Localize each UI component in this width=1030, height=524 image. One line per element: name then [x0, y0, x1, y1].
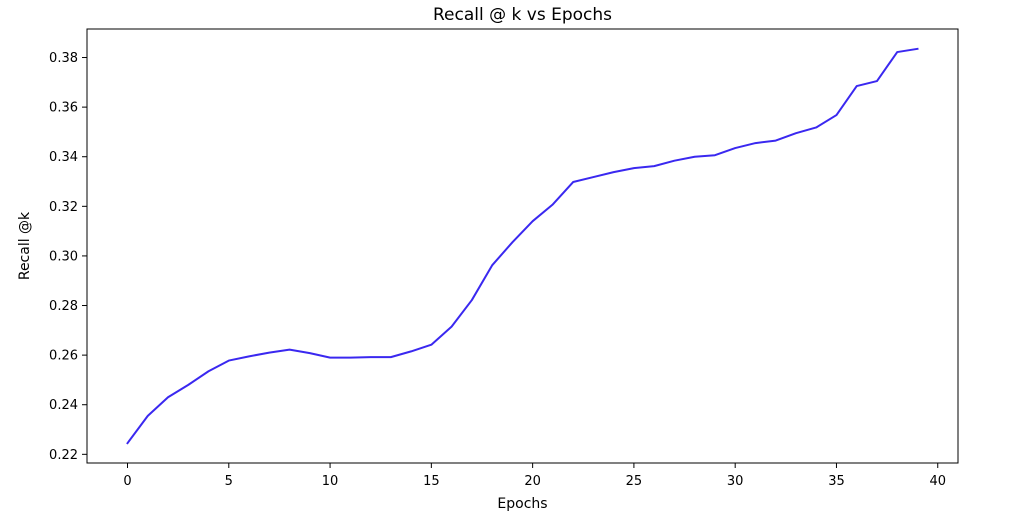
- x-tick-label: 25: [626, 474, 643, 489]
- x-tick-label: 15: [423, 474, 440, 489]
- y-tick-label: 0.26: [49, 349, 78, 364]
- y-tick-label: 0.22: [49, 448, 78, 463]
- x-tick-label: 5: [225, 474, 233, 489]
- y-tick-label: 0.24: [49, 398, 78, 413]
- y-tick-label: 0.32: [49, 200, 78, 215]
- chart-title: Recall @ k vs Epochs: [433, 5, 612, 25]
- series-line-0: [126, 47, 919, 445]
- y-tick-label: 0.36: [49, 101, 78, 116]
- plot-area: 0 5 10 15 20 25 30 35 40 0.22 0.24 0.26 0.28 0.30 0.32…: [49, 28, 959, 489]
- y-tick-label: 0.28: [49, 299, 78, 314]
- y-axis-label: Recall @k: [17, 211, 33, 280]
- y-tick-label: 0.38: [49, 51, 78, 66]
- y-tick-label: 0.30: [49, 249, 78, 264]
- x-tick-label: 35: [828, 474, 845, 489]
- x-tick-label: 40: [929, 474, 946, 489]
- y-tick-label: 0.34: [49, 150, 78, 165]
- x-tick-label: 20: [524, 474, 541, 489]
- x-tick-label: 30: [727, 474, 744, 489]
- axes-frame: [86, 28, 959, 464]
- x-axis-label: Epochs: [497, 496, 547, 512]
- x-tick-label: 10: [322, 474, 339, 489]
- x-tick-label: 0: [123, 474, 131, 489]
